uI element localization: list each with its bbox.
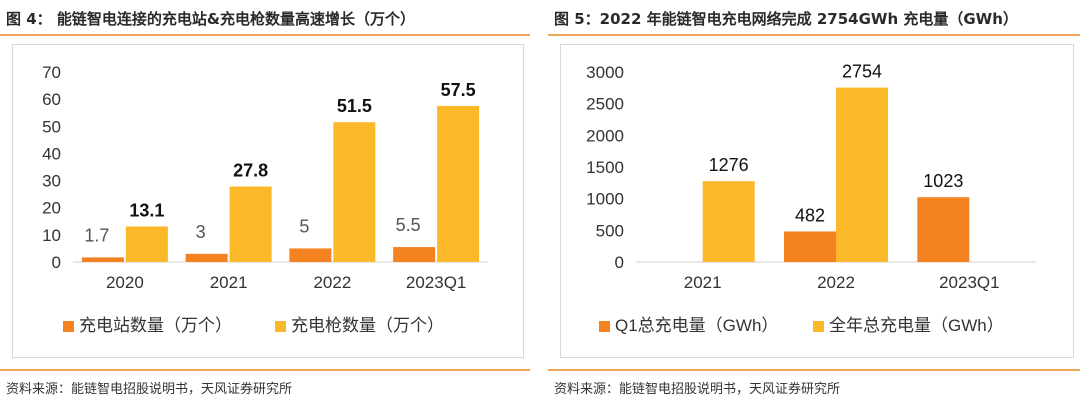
legend-swatch-2 xyxy=(275,321,286,332)
figure-4-top-rule xyxy=(0,34,530,36)
legend-label-1: Q1总充电量（GWh） xyxy=(615,316,778,335)
figure-5-chart-box: 0 500 1000 1500 2000 2500 3000 2021 1276 2022 482 2… xyxy=(560,44,1074,358)
figure-4-chart-box: 0 10 20 30 40 50 60 70 2020 1.7 13.1 2021 3 27.8 2022 5… xyxy=(12,44,524,358)
y-tick-label: 40 xyxy=(42,144,61,163)
y-tick-label: 1000 xyxy=(586,190,624,209)
figure-5-title: 图 5：2022 年能链智电充电网络完成 2754GWh 充电量（GWh） xyxy=(554,10,1018,28)
y-tick-label: 3000 xyxy=(586,63,624,82)
legend-label-1: 充电站数量（万个） xyxy=(79,316,232,335)
figure-5-panel: 图 5：2022 年能链智电充电网络完成 2754GWh 充电量（GWh） 0 5… xyxy=(548,0,1080,400)
bar-series-2 xyxy=(836,87,888,262)
bar-series-2 xyxy=(229,186,272,262)
x-tick-label: 2020 xyxy=(106,273,144,292)
x-tick-label: 2022 xyxy=(817,273,855,292)
data-label: 1276 xyxy=(709,155,749,175)
y-tick-label: 1500 xyxy=(586,158,624,177)
legend-swatch-1 xyxy=(63,321,74,332)
x-tick-label: 2023Q1 xyxy=(939,273,1000,292)
figure-5-chart: 0 500 1000 1500 2000 2500 3000 2021 1276 2022 482 2… xyxy=(586,62,1036,335)
data-label: 1.7 xyxy=(84,225,109,245)
bar-series-2 xyxy=(437,105,480,262)
y-tick-label: 30 xyxy=(42,172,61,191)
data-label: 2754 xyxy=(842,62,882,82)
data-label: 5 xyxy=(299,216,309,236)
y-tick-label: 0 xyxy=(615,253,624,272)
data-label: 5.5 xyxy=(396,215,421,235)
data-label: 27.8 xyxy=(233,161,268,181)
y-tick-label: 20 xyxy=(42,199,61,218)
data-label: 482 xyxy=(795,205,825,225)
bar-series-2 xyxy=(702,181,755,262)
x-tick-label: 2022 xyxy=(313,273,351,292)
bar-series-1 xyxy=(784,231,836,262)
y-tick-label: 10 xyxy=(42,226,61,245)
y-tick-label: 50 xyxy=(42,117,61,136)
figure-4-title: 图 4： 能链智电连接的充电站&充电枪数量高速增长（万个） xyxy=(6,10,415,28)
figure-5-top-rule xyxy=(548,34,1080,36)
figure-5-source: 资料来源：能链智电招股说明书，天风证券研究所 xyxy=(554,382,841,397)
data-label: 1023 xyxy=(923,171,963,191)
data-label: 13.1 xyxy=(129,200,164,220)
x-tick-label: 2021 xyxy=(684,273,722,292)
y-tick-label: 70 xyxy=(42,63,61,82)
figure-5-bottom-rule xyxy=(548,369,1080,371)
y-tick-label: 0 xyxy=(52,253,61,272)
y-tick-label: 2000 xyxy=(586,126,624,145)
bar-series-1 xyxy=(185,253,228,262)
legend-swatch-2 xyxy=(813,321,824,332)
figure-4-chart: 0 10 20 30 40 50 60 70 2020 1.7 13.1 2021 3 27.8 2022 5… xyxy=(42,63,488,335)
data-label: 57.5 xyxy=(441,80,476,100)
bar-series-1 xyxy=(81,257,124,262)
figure-4-source: 资料来源：能链智电招股说明书，天风证券研究所 xyxy=(6,382,293,397)
bar-series-2 xyxy=(125,226,168,262)
data-label: 51.5 xyxy=(337,96,372,116)
y-tick-label: 60 xyxy=(42,90,61,109)
y-tick-label: 500 xyxy=(596,221,624,240)
bar-series-1 xyxy=(289,248,332,262)
x-tick-label: 2021 xyxy=(210,273,248,292)
figure-4-bottom-rule xyxy=(0,369,530,371)
figure-4-panel: 图 4： 能链智电连接的充电站&充电枪数量高速增长（万个） 0 10 20 30 40 5… xyxy=(0,0,530,400)
bar-series-2 xyxy=(333,122,376,262)
bar-series-1 xyxy=(393,247,436,262)
y-tick-label: 2500 xyxy=(586,95,624,114)
legend-label-2: 全年总充电量（GWh） xyxy=(829,316,1004,335)
legend-label-2: 充电枪数量（万个） xyxy=(291,316,444,335)
x-tick-label: 2023Q1 xyxy=(406,273,467,292)
bar-series-1 xyxy=(917,197,970,262)
legend-swatch-1 xyxy=(599,321,610,332)
data-label: 3 xyxy=(196,222,206,242)
